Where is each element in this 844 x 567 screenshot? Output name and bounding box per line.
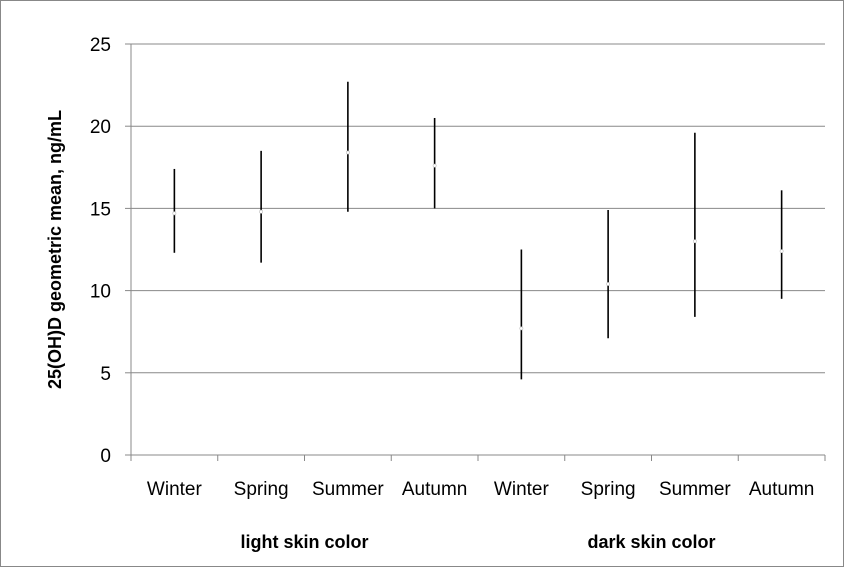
- y-tick-label: 15: [90, 199, 111, 220]
- x-tick-labels: Winter Spring Summer Autumn Winter Spring Summ…: [147, 479, 814, 500]
- axes: [125, 43, 826, 461]
- error-bar: [259, 150, 264, 263]
- x-tick-label: Autumn: [749, 479, 814, 500]
- y-tick-label: 25: [90, 35, 111, 56]
- error-bars: [172, 81, 784, 380]
- x-tick-label: Winter: [147, 479, 203, 500]
- mean-marker: [519, 326, 524, 331]
- x-tick-label: Summer: [659, 479, 731, 500]
- error-bar: [692, 132, 697, 317]
- y-tick-label: 10: [90, 282, 111, 303]
- x-tick-label: Autumn: [402, 479, 467, 500]
- y-tick-label: 5: [100, 364, 111, 385]
- mean-marker: [432, 163, 437, 168]
- y-axis-label: 25(OH)D geometric mean, ng/mL: [45, 110, 65, 389]
- mean-marker: [172, 211, 177, 216]
- x-tick-label: Spring: [234, 479, 289, 500]
- mean-marker: [779, 249, 784, 254]
- error-bar: [172, 168, 177, 253]
- y-tick-label: 0: [100, 446, 111, 467]
- error-bar: [519, 249, 524, 380]
- error-bar: [345, 81, 350, 212]
- group-label: dark skin color: [587, 532, 715, 552]
- group-label: light skin color: [240, 532, 368, 552]
- error-bar: [432, 117, 437, 209]
- error-bar: [779, 190, 784, 299]
- x-tick-label: Spring: [581, 479, 636, 500]
- mean-marker: [606, 282, 611, 286]
- mean-marker: [692, 239, 697, 244]
- mean-marker: [259, 209, 264, 214]
- y-tick-label: 20: [90, 117, 111, 138]
- mean-marker: [345, 150, 350, 155]
- x-tick-label: Winter: [494, 479, 550, 500]
- gridlines: [131, 43, 825, 374]
- group-labels: light skin color dark skin color: [240, 532, 715, 552]
- y-tick-labels: 0 5 10 15 20 25: [90, 35, 111, 467]
- x-tick-label: Summer: [312, 479, 384, 500]
- error-bar: [606, 210, 611, 339]
